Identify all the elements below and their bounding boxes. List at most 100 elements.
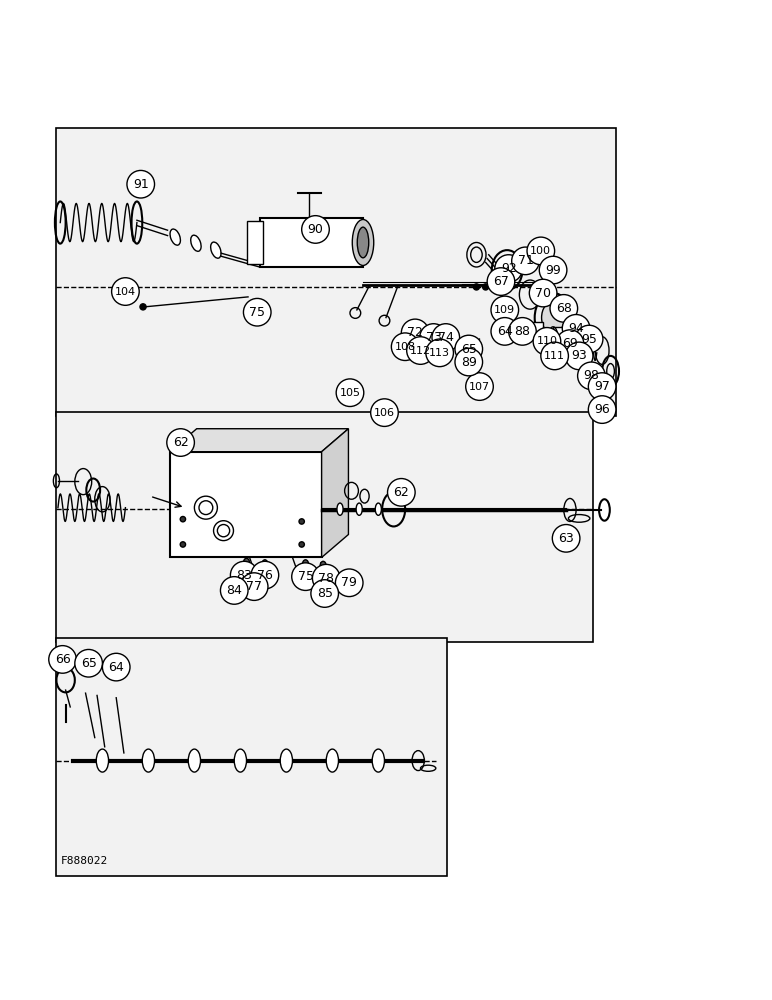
- Polygon shape: [246, 221, 263, 264]
- Circle shape: [487, 268, 515, 295]
- Text: 62: 62: [173, 436, 188, 449]
- Text: 98: 98: [584, 369, 599, 382]
- Circle shape: [552, 525, 580, 552]
- Ellipse shape: [357, 227, 369, 258]
- Circle shape: [527, 237, 554, 265]
- Text: 95: 95: [581, 333, 597, 346]
- Text: 106: 106: [374, 408, 395, 418]
- Text: 73: 73: [425, 331, 442, 344]
- Circle shape: [491, 318, 519, 345]
- Ellipse shape: [180, 542, 185, 547]
- Bar: [170, 452, 322, 557]
- Polygon shape: [56, 638, 447, 876]
- Text: 66: 66: [55, 653, 70, 666]
- Text: 65: 65: [461, 343, 477, 356]
- Text: 107: 107: [469, 382, 490, 392]
- Circle shape: [550, 295, 577, 322]
- Text: 84: 84: [226, 584, 242, 597]
- Ellipse shape: [262, 560, 268, 569]
- Ellipse shape: [352, 219, 374, 265]
- Polygon shape: [56, 128, 616, 416]
- Circle shape: [432, 324, 459, 351]
- Text: 74: 74: [438, 331, 454, 344]
- Text: 90: 90: [307, 223, 323, 236]
- Text: 109: 109: [494, 305, 516, 315]
- Bar: [528, 322, 543, 333]
- Text: 93: 93: [571, 349, 587, 362]
- Polygon shape: [170, 429, 348, 452]
- Circle shape: [495, 255, 523, 282]
- Text: 112: 112: [410, 346, 431, 356]
- Circle shape: [530, 279, 557, 307]
- Circle shape: [311, 580, 338, 607]
- Text: 92: 92: [501, 262, 516, 275]
- Circle shape: [243, 298, 271, 326]
- Circle shape: [509, 318, 537, 345]
- Circle shape: [75, 649, 103, 677]
- Ellipse shape: [320, 561, 327, 571]
- Text: 78: 78: [318, 572, 334, 585]
- Text: 113: 113: [429, 348, 450, 358]
- Text: F888022: F888022: [60, 856, 107, 866]
- Circle shape: [313, 564, 340, 592]
- Circle shape: [167, 429, 195, 456]
- Ellipse shape: [482, 284, 489, 290]
- Text: 75: 75: [249, 306, 266, 319]
- Circle shape: [336, 379, 364, 406]
- Text: 70: 70: [535, 287, 551, 300]
- Text: 97: 97: [594, 380, 610, 393]
- Text: 67: 67: [493, 275, 509, 288]
- Text: 79: 79: [341, 576, 357, 589]
- Circle shape: [577, 362, 605, 390]
- Ellipse shape: [211, 242, 221, 258]
- Circle shape: [240, 573, 268, 600]
- Text: 108: 108: [394, 342, 416, 352]
- Ellipse shape: [191, 235, 201, 251]
- Circle shape: [420, 324, 447, 351]
- Text: 91: 91: [133, 178, 149, 191]
- Text: 104: 104: [115, 287, 136, 297]
- Text: 76: 76: [257, 569, 273, 582]
- Circle shape: [391, 333, 419, 361]
- Circle shape: [388, 479, 415, 506]
- Circle shape: [426, 339, 453, 367]
- Ellipse shape: [493, 323, 499, 332]
- Ellipse shape: [299, 542, 304, 547]
- Bar: [540, 335, 564, 343]
- Circle shape: [302, 216, 330, 243]
- Circle shape: [292, 563, 320, 590]
- Circle shape: [491, 296, 519, 324]
- Ellipse shape: [96, 749, 109, 772]
- Polygon shape: [259, 218, 363, 267]
- Text: 100: 100: [530, 246, 551, 256]
- Text: 88: 88: [514, 325, 530, 338]
- Ellipse shape: [140, 304, 146, 310]
- Text: 72: 72: [407, 326, 423, 339]
- Ellipse shape: [170, 229, 181, 245]
- Ellipse shape: [542, 301, 564, 334]
- Text: 110: 110: [537, 336, 557, 346]
- Text: 85: 85: [317, 587, 333, 600]
- Circle shape: [103, 653, 130, 681]
- Circle shape: [371, 399, 398, 426]
- Circle shape: [251, 561, 279, 589]
- Ellipse shape: [356, 503, 362, 515]
- Text: 77: 77: [246, 580, 262, 593]
- Circle shape: [49, 646, 76, 673]
- Text: 89: 89: [461, 356, 477, 369]
- Circle shape: [588, 373, 616, 400]
- Text: 64: 64: [497, 325, 513, 338]
- Ellipse shape: [375, 503, 381, 515]
- Text: 75: 75: [297, 570, 313, 583]
- Text: 96: 96: [594, 403, 610, 416]
- Circle shape: [407, 337, 435, 364]
- Text: 99: 99: [545, 264, 561, 277]
- Text: 65: 65: [81, 657, 96, 670]
- Circle shape: [556, 330, 584, 357]
- Circle shape: [540, 256, 567, 284]
- Ellipse shape: [142, 749, 154, 772]
- Text: 94: 94: [568, 322, 584, 335]
- Bar: [553, 327, 593, 347]
- Circle shape: [127, 170, 154, 198]
- Text: 105: 105: [340, 388, 361, 398]
